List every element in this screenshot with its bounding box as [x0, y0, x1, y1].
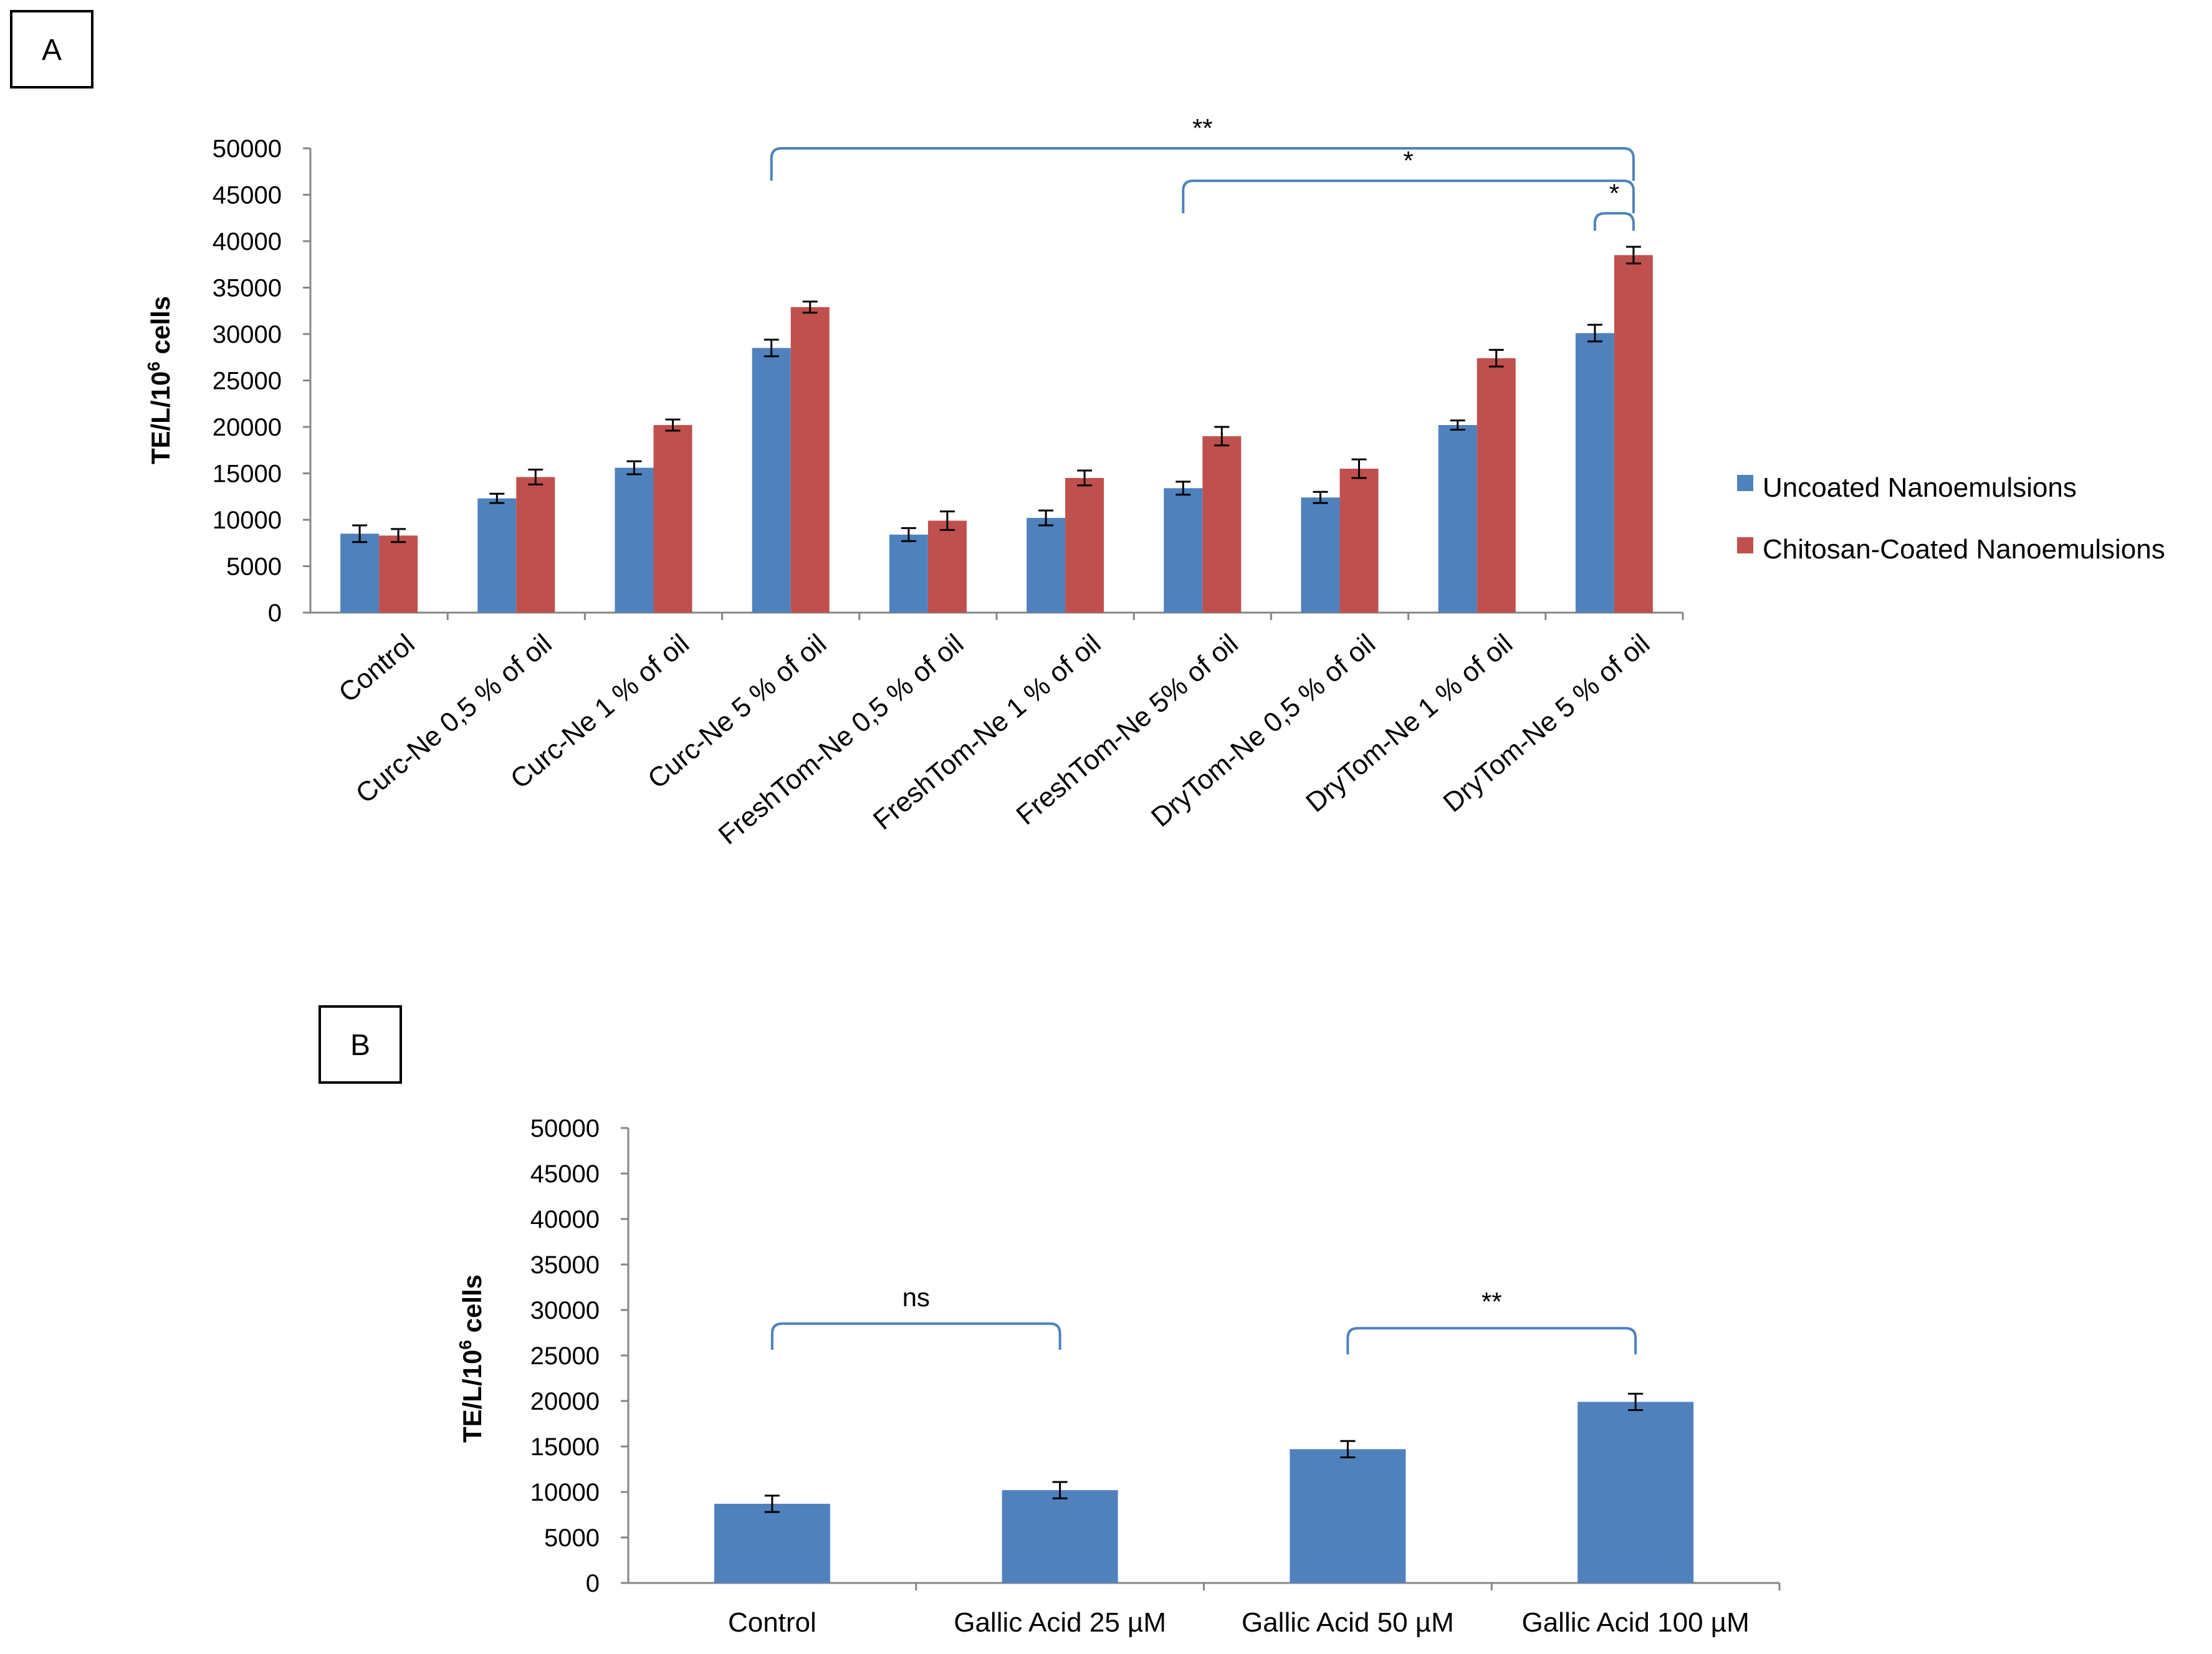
legend-swatch-uncoated [1737, 475, 1753, 491]
legend-label-uncoated: Uncoated Nanoemulsions [1763, 472, 2077, 503]
x-tick-label: Gallic Acid 50 µM [1242, 1607, 1454, 1638]
y-axis-label: TE/L/106 cells [456, 1274, 487, 1443]
y-tick-label: 10000 [213, 507, 282, 534]
bar-curc-ne-0-5-of-oil-coated [516, 477, 555, 613]
chart-a: 0 5000 10000 15000 20000 25000 30000 35000 40000… [144, 113, 1684, 851]
bar-drytom-ne-5-of-oil-coated [1614, 255, 1653, 613]
y-axis-label-part: cells [146, 296, 175, 361]
y-tick-label: 50000 [213, 135, 282, 163]
y-axis-label-part: cells [457, 1274, 487, 1340]
y-tick-label: 0 [586, 1570, 600, 1597]
x-tick-label: Gallic Acid 100 µM [1521, 1607, 1749, 1638]
significance-bracket-label: ** [1482, 1287, 1502, 1316]
y-axis-label-part: TE/L/10 [146, 371, 175, 464]
y-tick-label: 35000 [530, 1251, 600, 1279]
y-axis-label-part: TE/L/10 [457, 1350, 487, 1443]
bar-control-uncoated [340, 533, 380, 613]
bar-curc-ne-1-of-oil-uncoated [615, 467, 654, 613]
bar-freshtom-ne-0-5-of-oil-coated [927, 520, 967, 613]
bar-curc-ne-1-of-oil-coated [653, 425, 692, 613]
svg-text:A: A [42, 34, 62, 67]
bar-drytom-ne-0-5-of-oil-uncoated [1301, 497, 1340, 613]
significance-bracket-label: ns [903, 1283, 930, 1312]
y-tick-label: 5000 [544, 1524, 600, 1552]
x-tick-label: FreshTom-Ne 5% of oil [1010, 628, 1243, 831]
bar-freshtom-ne-5-of-oil-uncoated [1164, 488, 1203, 613]
y-tick-label: 45000 [213, 182, 282, 209]
bar-drytom-ne-0-5-of-oil-coated [1339, 469, 1379, 613]
bar-gallic-acid-100-m [1578, 1402, 1694, 1583]
bar-drytom-ne-5-of-oil-uncoated [1575, 333, 1614, 613]
significance-bracket [1182, 179, 1635, 214]
y-tick-label: 15000 [530, 1433, 600, 1461]
panel-b-label: B [318, 1005, 402, 1084]
y-tick-label: 5000 [226, 553, 282, 581]
legend: Uncoated Nanoemulsions Chitosan-Coated N… [1737, 472, 2165, 565]
legend-label-coated: Chitosan-Coated Nanoemulsions [1763, 534, 2165, 565]
bar-control-coated [379, 535, 418, 613]
y-tick-label: 20000 [530, 1388, 600, 1415]
x-tick-label: FreshTom-Ne 0,5 % of oil [713, 628, 970, 851]
significance-bracket-label: * [1403, 146, 1413, 175]
bar-gallic-acid-50-m [1290, 1449, 1406, 1583]
y-axis-label-exponent: 6 [144, 361, 163, 371]
y-tick-label: 0 [268, 600, 282, 627]
bar-freshtom-ne-0-5-of-oil-uncoated [889, 534, 928, 613]
chart-b: 0 5000 10000 15000 20000 25000 30000 35000 40000… [456, 1115, 1781, 1638]
y-tick-label: 30000 [213, 321, 282, 348]
y-tick-label: 50000 [530, 1115, 600, 1142]
bar-gallic-acid-25-m [1002, 1490, 1118, 1583]
y-tick-label: 30000 [530, 1297, 600, 1324]
y-tick-label: 45000 [530, 1160, 600, 1188]
significance-bracket [770, 1322, 1061, 1350]
x-tick-label: Control [333, 628, 420, 709]
bar-drytom-ne-1-of-oil-uncoated [1438, 425, 1477, 613]
y-tick-label: 25000 [213, 368, 282, 395]
x-tick-label: Control [728, 1607, 816, 1638]
bar-freshtom-ne-1-of-oil-uncoated [1027, 518, 1066, 613]
y-axis-label-exponent: 6 [456, 1340, 475, 1350]
y-tick-label: 35000 [213, 275, 282, 302]
bar-drytom-ne-1-of-oil-coated [1477, 358, 1516, 613]
bar-freshtom-ne-5-of-oil-coated [1202, 436, 1242, 613]
bar-freshtom-ne-1-of-oil-coated [1065, 477, 1104, 613]
significance-bracket [1593, 212, 1635, 231]
legend-swatch-coated [1737, 537, 1753, 553]
y-tick-label: 15000 [213, 461, 282, 488]
x-tick-label: FreshTom-Ne 1 % of oil [868, 628, 1107, 836]
y-tick-label: 25000 [530, 1342, 600, 1370]
y-tick-label: 20000 [213, 414, 282, 441]
y-tick-label: 10000 [530, 1479, 600, 1506]
bar-curc-ne-5-of-oil-coated [790, 307, 830, 613]
y-axis-label: TE/L/106 cells [144, 296, 175, 464]
significance-bracket-label: ** [1192, 113, 1213, 143]
bar-curc-ne-5-of-oil-uncoated [752, 348, 791, 613]
significance-bracket [770, 147, 1635, 181]
x-tick-label: Gallic Acid 25 µM [954, 1607, 1166, 1638]
significance-bracket-label: * [1609, 178, 1619, 208]
y-tick-label: 40000 [213, 228, 282, 256]
y-tick-label: 40000 [530, 1206, 600, 1233]
x-tick-label: DryTom-Ne 0,5 % of oil [1146, 628, 1381, 833]
bar-control [714, 1503, 830, 1583]
significance-bracket [1346, 1327, 1637, 1355]
svg-text:B: B [350, 1029, 370, 1062]
panel-a-label: A [10, 10, 93, 88]
bar-curc-ne-0-5-of-oil-uncoated [477, 498, 517, 613]
